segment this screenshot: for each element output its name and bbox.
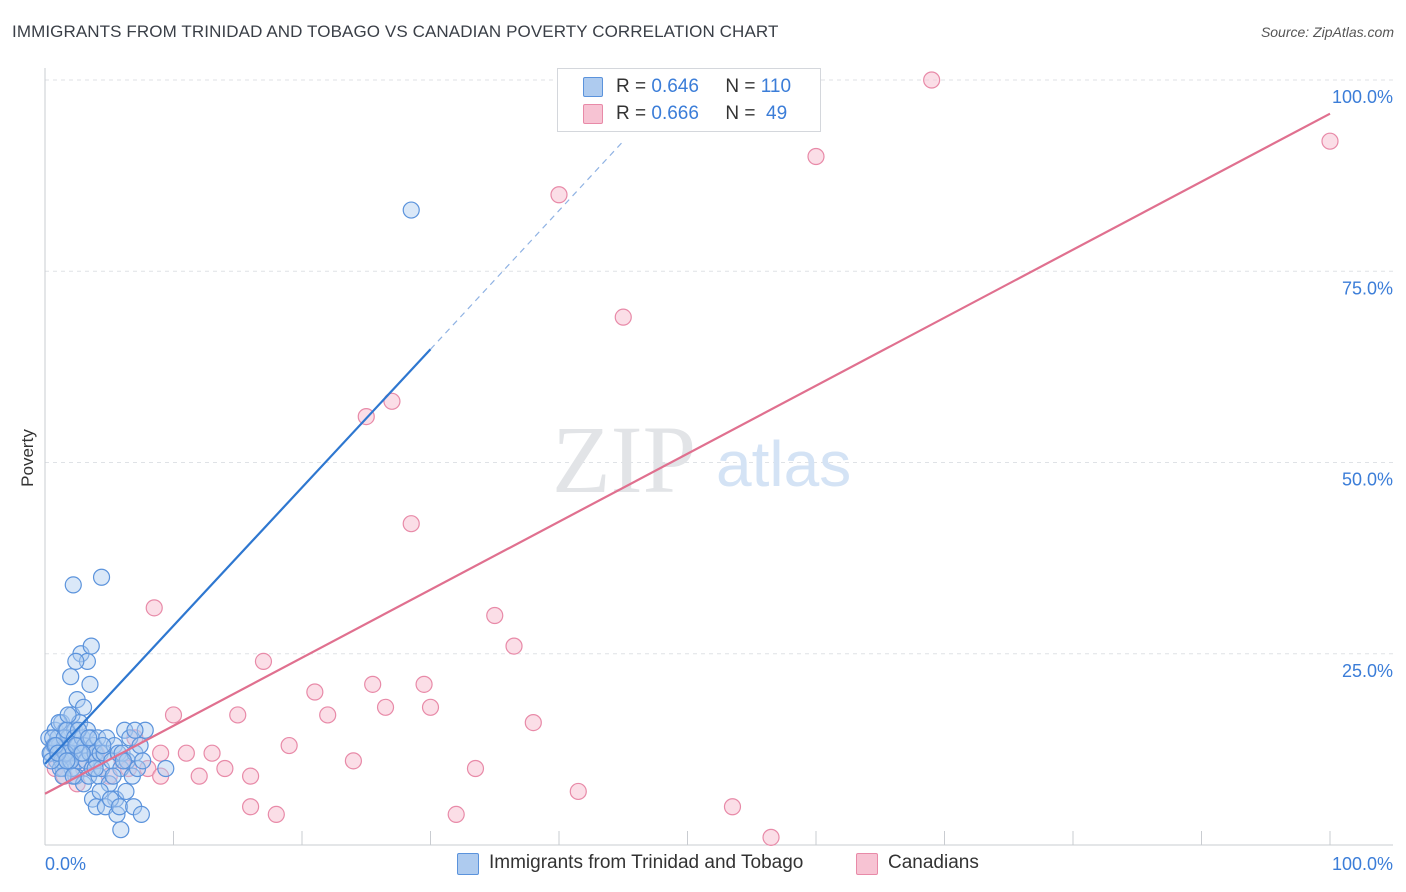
legend-r-value-2: 0.666 xyxy=(651,103,699,124)
legend-n-value-2: 49 xyxy=(766,103,788,124)
point-canadians xyxy=(280,736,298,755)
y-tick-label: 25.0% xyxy=(1342,661,1393,681)
point-canadians xyxy=(466,759,485,778)
point-canadians xyxy=(505,637,523,655)
bottom-legend-label-1: Immigrants from Trinidad and Tobago xyxy=(489,852,804,873)
point-trinidad-tobago xyxy=(134,752,152,770)
y-tick-label: 100.0% xyxy=(1332,87,1393,107)
bottom-legend-label-2: Canadians xyxy=(888,852,979,873)
point-canadians xyxy=(402,515,420,533)
bottom-legend-swatch-pink xyxy=(856,853,878,875)
point-trinidad-tobago xyxy=(67,652,85,671)
axes-layer xyxy=(44,68,1393,846)
point-trinidad-tobago xyxy=(81,675,99,693)
point-trinidad-tobago xyxy=(104,767,122,785)
point-canadians xyxy=(242,798,260,816)
y-axis-label: Poverty xyxy=(18,429,37,487)
point-canadians xyxy=(486,606,504,625)
point-canadians xyxy=(190,767,208,785)
watermark-zip: ZIP xyxy=(552,406,696,513)
x-tick-label-min: 0.0% xyxy=(45,854,86,874)
point-canadians xyxy=(762,828,780,846)
legend-swatch-pink xyxy=(583,104,603,124)
point-canadians xyxy=(550,186,568,204)
point-trinidad-tobago xyxy=(402,201,420,219)
y-tick-label: 75.0% xyxy=(1342,278,1393,298)
point-trinidad-tobago xyxy=(82,637,100,655)
trend-layer xyxy=(44,112,1331,795)
legend-n-label-2: N = xyxy=(725,103,756,124)
point-canadians xyxy=(145,599,163,617)
point-canadians xyxy=(242,767,260,785)
point-canadians xyxy=(152,744,170,762)
point-canadians xyxy=(216,759,234,778)
point-canadians xyxy=(524,713,542,732)
point-trinidad-tobago xyxy=(58,752,76,770)
point-canadians xyxy=(177,744,195,762)
legend-n-value-1: 110 xyxy=(760,76,792,97)
point-trinidad-tobago xyxy=(59,706,77,724)
legend-r-value-1: 0.646 xyxy=(651,76,699,97)
chart-title: IMMIGRANTS FROM TRINIDAD AND TOBAGO VS C… xyxy=(12,22,779,41)
trendline-trinidad-tobago xyxy=(44,348,432,765)
point-trinidad-tobago xyxy=(126,721,144,739)
point-canadians xyxy=(364,675,382,693)
point-canadians xyxy=(306,683,324,701)
point-trinidad-tobago xyxy=(92,568,111,586)
bottom-legend-swatch-blue xyxy=(457,853,479,875)
point-canadians xyxy=(229,706,247,724)
point-canadians xyxy=(1321,132,1339,150)
point-trinidad-tobago xyxy=(62,668,80,686)
point-trinidad-tobago xyxy=(132,805,150,824)
point-trinidad-tobago xyxy=(117,782,135,801)
y-tick-label: 50.0% xyxy=(1342,470,1393,490)
watermark-atlas: atlas xyxy=(716,428,851,500)
point-canadians xyxy=(807,147,825,166)
legend-r-label-1: R = xyxy=(616,76,647,97)
point-canadians xyxy=(267,805,285,824)
point-canadians xyxy=(415,675,433,693)
point-canadians xyxy=(319,706,337,724)
point-trinidad-tobago xyxy=(73,744,91,762)
point-trinidad-tobago xyxy=(86,759,104,778)
point-canadians xyxy=(614,308,632,326)
point-trinidad-tobago xyxy=(74,698,93,716)
point-canadians xyxy=(723,798,742,816)
point-trinidad-tobago xyxy=(80,729,98,747)
legend-n-label-1: N = xyxy=(725,76,756,97)
points-layer xyxy=(40,71,1339,846)
point-trinidad-tobago xyxy=(110,798,129,816)
point-canadians xyxy=(569,782,587,801)
point-canadians xyxy=(447,805,465,824)
point-trinidad-tobago xyxy=(157,759,175,778)
point-canadians xyxy=(203,744,221,762)
point-canadians xyxy=(383,392,401,410)
point-trinidad-tobago xyxy=(94,736,112,755)
legend-r-label-2: R = xyxy=(616,103,647,124)
grid-layer xyxy=(45,79,1393,655)
trendline-canadians xyxy=(44,112,1331,795)
watermark: ZIP atlas xyxy=(552,406,851,513)
labels-layer: 25.0% 50.0% 75.0% 100.0% 0.0% 100.0% xyxy=(45,87,1393,874)
x-tick-label-max: 100.0% xyxy=(1332,854,1393,874)
point-canadians xyxy=(254,652,273,671)
point-canadians xyxy=(344,752,362,770)
trendline-trinidad-tobago-extension xyxy=(430,140,624,350)
point-canadians xyxy=(164,706,183,724)
point-trinidad-tobago xyxy=(112,821,130,839)
point-trinidad-tobago xyxy=(64,576,82,594)
point-canadians xyxy=(421,698,440,716)
point-canadians xyxy=(923,71,941,89)
point-canadians xyxy=(376,698,395,716)
correlation-legend: R = 0.646 N = 110 R = 0.666 N = 49 xyxy=(557,68,821,132)
legend-swatch-blue xyxy=(583,77,603,97)
source-credit: Source: ZipAtlas.com xyxy=(1260,24,1394,40)
